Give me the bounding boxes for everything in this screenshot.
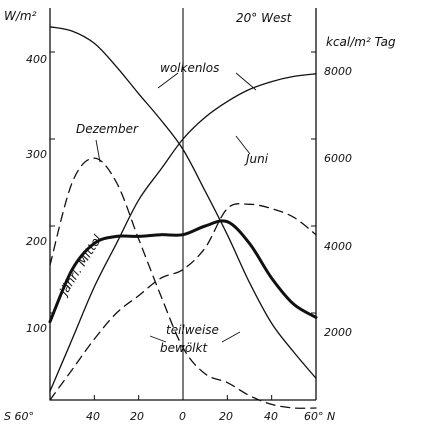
y-right-tick-label: 6000 <box>324 152 352 165</box>
y-left-tick-label: 300 <box>26 148 47 161</box>
x-tick-label: 20 <box>130 410 144 423</box>
annotation-dezember: Dezember <box>76 122 139 136</box>
y-left-tick-label: 200 <box>26 235 47 248</box>
leader-wolkenlos-right <box>235 72 257 91</box>
x-tick-label: 0 <box>179 410 186 423</box>
series-line-annual_mean <box>48 219 318 324</box>
chart-title: 20° West <box>236 11 293 25</box>
annotation-juni: Juni <box>244 152 269 166</box>
left-axis-unit: W/m² <box>4 9 37 23</box>
x-tick-label: S 60° <box>4 410 34 423</box>
leader-teilweise-right <box>221 331 241 343</box>
series-line-dez_clear <box>49 26 317 379</box>
leader-wolkenlos-left <box>157 72 179 89</box>
y-right-tick-label: 4000 <box>324 240 352 253</box>
annotation-bewoelkt: bewölkt <box>160 341 208 355</box>
y-right-tick-label: 2000 <box>324 326 352 339</box>
y-right-tick-label: 8000 <box>324 65 352 78</box>
x-tick-label: 60° N <box>304 410 335 423</box>
series-group <box>48 26 318 409</box>
leader-juni <box>235 135 251 155</box>
annotation-mittel: jährl. Mittel <box>56 232 105 299</box>
x-tick-label: 40 <box>86 410 100 423</box>
y-left-tick-label: 400 <box>26 53 47 66</box>
series-line-jun_cloudy <box>49 203 317 401</box>
x-tick-label: 20 <box>219 410 233 423</box>
annotation-wolkenlos: wolkenlos <box>160 61 219 75</box>
leader-teilweise-left <box>149 335 167 343</box>
right-axis-unit: kcal/m² Tag <box>326 35 396 49</box>
annotation-teilweise: teilweise <box>166 323 219 337</box>
y-left-tick-label: 100 <box>26 322 47 335</box>
series-line-dez_cloudy <box>49 157 317 409</box>
tick-marks <box>49 51 317 400</box>
series-line-jun_clear <box>49 73 317 392</box>
leader-dezember <box>95 139 101 163</box>
x-tick-label: 40 <box>264 410 278 423</box>
